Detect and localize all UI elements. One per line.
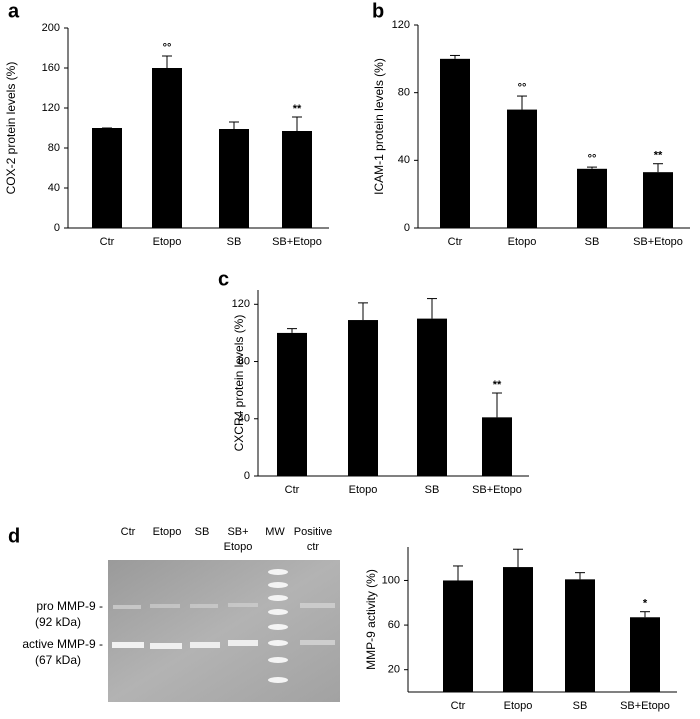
bar: [92, 128, 122, 228]
x-tick-label: Ctr: [448, 236, 463, 248]
bar: [443, 580, 473, 692]
bar: [348, 320, 378, 476]
y-tick-label: 80: [48, 142, 60, 154]
panel-letter: c: [218, 268, 229, 290]
y-tick-label: 40: [398, 154, 410, 166]
x-tick-label: Ctr: [100, 236, 115, 248]
lane-label: MW: [265, 526, 285, 538]
significance-mark: *: [643, 598, 648, 610]
significance-mark: °°: [588, 153, 597, 165]
bar: [277, 332, 307, 476]
x-tick-label: Ctr: [285, 484, 300, 496]
bar: [152, 68, 182, 228]
y-tick-label: 200: [42, 22, 60, 34]
bar: [503, 567, 533, 692]
significance-mark: **: [293, 103, 302, 115]
y-tick-label: 80: [238, 355, 250, 367]
y-tick-label: 0: [54, 222, 60, 234]
lane-label: SB+: [227, 526, 248, 538]
y-tick-label: 120: [232, 298, 250, 310]
y-tick-label: 0: [244, 470, 250, 482]
y-tick-label: 80: [398, 87, 410, 99]
bar: [577, 168, 607, 228]
bar: [440, 58, 470, 229]
x-tick-label: Etopo: [504, 700, 533, 712]
panel-letter: d: [8, 525, 20, 547]
lane-label: Positive: [294, 526, 333, 538]
y-tick-label: 40: [238, 413, 250, 425]
x-tick-label: SB+Etopo: [620, 700, 670, 712]
y-axis-label: MMP-9 activity (%): [364, 569, 378, 670]
x-tick-label: SB+Etopo: [472, 484, 522, 496]
bar: [643, 172, 673, 228]
panel-letter: a: [8, 0, 20, 22]
significance-mark: °°: [518, 82, 527, 94]
lane-label: ctr: [307, 541, 320, 553]
x-tick-label: SB: [573, 700, 588, 712]
bar: [630, 617, 660, 692]
band-label: (92 kDa): [35, 615, 81, 629]
y-tick-label: 20: [388, 664, 400, 676]
gel-image: [108, 560, 340, 702]
panel-letter: b: [372, 0, 384, 22]
y-tick-label: 160: [42, 62, 60, 74]
lane-label: Ctr: [121, 526, 136, 538]
y-tick-label: 60: [388, 619, 400, 631]
x-tick-label: SB: [585, 236, 600, 248]
y-tick-label: 40: [48, 182, 60, 194]
bar: [507, 109, 537, 228]
band-label: active MMP-9 -: [22, 637, 103, 651]
x-tick-label: Etopo: [349, 484, 378, 496]
bar: [219, 129, 249, 228]
lane-label: SB: [195, 526, 210, 538]
band-label: pro MMP-9 -: [36, 599, 103, 613]
band-label: (67 kDa): [35, 653, 81, 667]
bar: [482, 417, 512, 476]
x-tick-label: Etopo: [508, 236, 537, 248]
x-tick-label: SB+Etopo: [633, 236, 683, 248]
x-tick-label: Etopo: [153, 236, 182, 248]
y-tick-label: 0: [404, 222, 410, 234]
x-tick-label: SB: [425, 484, 440, 496]
significance-mark: °°: [163, 42, 172, 54]
bar: [282, 131, 312, 228]
y-tick-label: 120: [42, 102, 60, 114]
y-axis-label: ICAM-1 protein levels (%): [372, 58, 386, 195]
lane-label: Etopo: [153, 526, 182, 538]
significance-mark: **: [654, 150, 663, 162]
x-tick-label: SB: [227, 236, 242, 248]
x-tick-label: Ctr: [451, 700, 466, 712]
significance-mark: **: [493, 379, 502, 391]
bar: [417, 318, 447, 476]
y-tick-label: 100: [382, 574, 400, 586]
y-tick-label: 120: [392, 19, 410, 31]
y-axis-label: COX-2 protein levels (%): [4, 62, 18, 195]
bar: [565, 579, 595, 692]
x-tick-label: SB+Etopo: [272, 236, 322, 248]
lane-label: Etopo: [224, 541, 253, 553]
y-axis-label: CXCR4 protein levels (%): [232, 315, 246, 452]
